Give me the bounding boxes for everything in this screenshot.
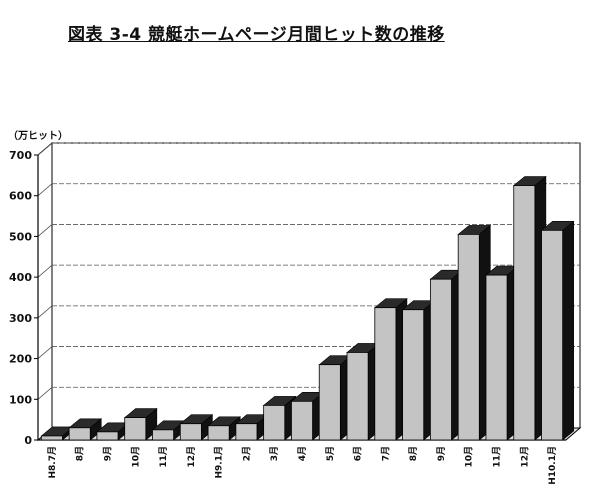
gridline-200	[37, 346, 53, 359]
gridline-500	[37, 224, 53, 237]
bar-front	[402, 309, 425, 441]
bar-front	[318, 364, 341, 441]
x-tick-label: H10.1月	[547, 446, 558, 485]
x-tick-label: 12月	[519, 446, 530, 468]
x-tick-label: H9.1月	[214, 446, 225, 478]
bar	[485, 265, 519, 441]
bar-front	[374, 307, 397, 441]
bar-front	[485, 274, 508, 441]
bar	[262, 395, 297, 441]
y-tick-label: 300	[9, 312, 32, 325]
bar-front	[457, 233, 480, 441]
bar-front	[513, 185, 536, 441]
chart-title: 図表 3-4 競艇ホームページ月間ヒット数の推移	[68, 25, 445, 45]
bar-front	[291, 400, 313, 441]
bar-front	[152, 429, 175, 441]
bar-front	[68, 427, 91, 441]
x-tick-label: 8月	[75, 446, 86, 461]
bar-front	[179, 423, 202, 441]
y-tick-label: 100	[9, 393, 32, 406]
x-tick-label: 4月	[297, 446, 308, 461]
bar-front	[207, 425, 230, 441]
gridline-400	[37, 264, 53, 278]
x-tick-label: 3月	[269, 446, 280, 461]
bar	[429, 269, 464, 441]
bar	[290, 391, 325, 441]
gridline-300	[37, 305, 53, 319]
bar-front	[40, 435, 63, 441]
y-tick-label: 0	[24, 434, 32, 447]
x-tick-label: 6月	[353, 446, 364, 461]
bar-front	[263, 404, 286, 441]
x-tick-label: 11月	[492, 446, 503, 468]
gridline-100	[37, 386, 53, 400]
bar-front	[346, 352, 369, 441]
bar	[318, 355, 353, 441]
bars	[40, 175, 575, 441]
bar-front	[96, 431, 119, 441]
x-tick-label: 10月	[130, 446, 141, 468]
x-tick-label: 5月	[325, 446, 336, 461]
y-tick-label: 600	[9, 190, 32, 203]
x-tick-label: 10月	[464, 446, 475, 468]
x-axis-labels: H8.7月 8月 9月 10月 11月 12月 H9.1月 2月 3月 4月 5月 6月 7月 8月 9月 1…	[47, 446, 558, 485]
x-tick-label: 7月	[380, 446, 391, 461]
bar	[346, 342, 380, 441]
bar	[457, 224, 492, 441]
y-tick-label: 400	[9, 271, 32, 284]
y-tick-label: 500	[9, 230, 32, 243]
bar-front	[541, 229, 564, 441]
x-tick-label: 12月	[186, 446, 197, 468]
gridline-600	[37, 183, 53, 197]
bar-front	[124, 417, 147, 441]
bar	[68, 418, 103, 441]
bar-front	[235, 423, 258, 441]
x-tick-label: H8.7月	[47, 446, 58, 478]
x-tick-label: 2月	[241, 446, 252, 461]
x-tick-label: 11月	[158, 446, 169, 468]
x-tick-label: 8月	[408, 446, 419, 461]
bar-side	[562, 220, 574, 441]
bar-front	[429, 278, 452, 441]
bar	[540, 220, 575, 441]
y-tick-label: 700	[9, 149, 32, 162]
left-wall	[37, 141, 53, 442]
bar	[401, 300, 436, 441]
bar	[512, 175, 547, 441]
bar	[373, 298, 408, 441]
x-tick-label: 9月	[102, 446, 113, 461]
bar	[123, 407, 158, 441]
y-tick-label: 200	[9, 353, 32, 366]
x-tick-label: 9月	[436, 446, 447, 461]
y-axis-unit-label: （万ヒット）	[8, 131, 68, 142]
gridline-700	[37, 142, 53, 156]
gridlines	[37, 142, 580, 400]
